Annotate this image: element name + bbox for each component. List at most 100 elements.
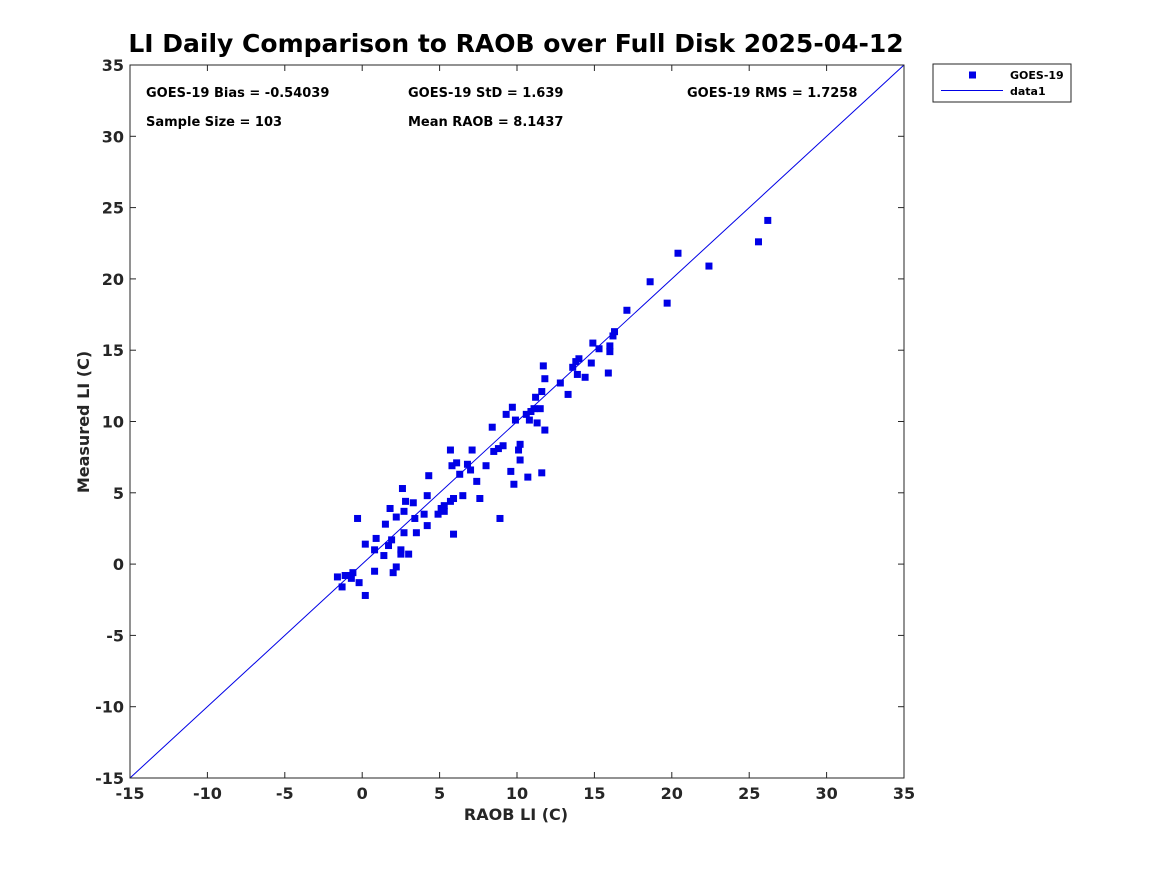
scatter-point (538, 469, 546, 477)
x-tick-label: 20 (661, 784, 683, 803)
scatter-point (347, 574, 355, 582)
y-axis-label: Measured LI (C) (74, 351, 93, 493)
scatter-point (496, 514, 504, 522)
scatter-point (355, 579, 363, 587)
scatter-point (587, 359, 595, 367)
scatter-point (386, 504, 394, 512)
scatter-point (663, 299, 671, 307)
x-tick-label: -10 (193, 784, 222, 803)
scatter-point (450, 530, 458, 538)
legend-marker-goes19 (969, 71, 976, 79)
scatter-point (398, 485, 406, 493)
scatter-point (488, 423, 496, 431)
y-tick-label: 10 (102, 413, 124, 432)
scatter-point (392, 513, 400, 521)
stat-annotation: Sample Size = 103 (146, 115, 282, 130)
scatter-point (516, 456, 524, 464)
scatter-point (371, 546, 379, 554)
scatter-point (400, 507, 408, 515)
scatter-point (381, 520, 389, 528)
x-tick-label: -5 (276, 784, 294, 803)
scatter-point (400, 529, 408, 537)
scatter-point (420, 510, 428, 518)
x-tick-label: 35 (893, 784, 915, 803)
scatter-point (530, 405, 538, 413)
scatter-point (450, 495, 458, 502)
y-tick-label: 5 (113, 484, 124, 503)
scatter-point (541, 426, 549, 434)
y-tick-label: 0 (113, 555, 124, 574)
scatter-point (448, 462, 456, 470)
y-tick-label: 30 (102, 127, 124, 146)
scatter-point (674, 249, 682, 257)
scatter-point (456, 470, 464, 478)
x-tick-label: -15 (116, 784, 145, 803)
scatter-point (604, 369, 612, 377)
scatter-point (646, 278, 654, 286)
scatter-point (575, 355, 583, 363)
scatter-point (354, 514, 362, 522)
x-tick-label: 10 (506, 784, 528, 803)
scatter-point (556, 379, 564, 387)
scatter-point (536, 405, 544, 413)
scatter-point (397, 546, 405, 554)
legend-label-data1: data1 (1010, 85, 1046, 98)
scatter-point (459, 492, 467, 500)
plot-area: GOES-19 Bias = -0.54039 GOES-19 StD = 1.6… (129, 64, 905, 779)
scatter-point (494, 445, 502, 453)
scatter-point (440, 507, 448, 515)
scatter-point (764, 216, 772, 224)
scatter-point (502, 410, 510, 418)
scatter-point (361, 591, 369, 599)
x-tick-label: 15 (583, 784, 605, 803)
scatter-point (405, 550, 413, 558)
scatter-point (467, 466, 475, 474)
y-tick-label: -5 (106, 626, 124, 645)
scatter-point (380, 552, 388, 560)
x-tick-label: 30 (815, 784, 837, 803)
scatter-point (595, 345, 603, 353)
scatter-point (388, 536, 396, 544)
scatter-point (333, 573, 341, 581)
scatter-point (476, 495, 484, 502)
y-tick-label: 25 (102, 199, 124, 218)
legend-box (932, 63, 1072, 103)
scatter-point (434, 510, 442, 518)
scatter-point (372, 534, 380, 542)
y-tick-label: 20 (102, 270, 124, 289)
scatter-point (511, 416, 519, 424)
scatter-point (516, 440, 524, 448)
x-tick-label: 25 (738, 784, 760, 803)
scatter-point (397, 550, 405, 558)
stat-annotation: Mean RAOB = 8.1437 (408, 115, 563, 130)
x-axis-label: RAOB LI (C) (464, 805, 568, 824)
scatter-point (611, 328, 619, 336)
scatter-point (507, 467, 515, 475)
scatter-point (606, 348, 614, 356)
scatter-point (490, 447, 498, 455)
stat-annotation: GOES-19 RMS = 1.7258 (687, 86, 857, 101)
scatter-point (606, 342, 614, 350)
scatter-point (499, 442, 507, 450)
x-tick-label: 5 (434, 784, 445, 803)
scatter-point (425, 472, 433, 480)
scatter-point (440, 502, 448, 510)
scatter-point (473, 477, 481, 485)
scatter-point (754, 238, 762, 246)
scatter-point (463, 460, 471, 468)
scatter-point (532, 393, 540, 401)
scatter-point (541, 375, 549, 383)
stats-layer: GOES-19 Bias = -0.54039 GOES-19 StD = 1.6… (146, 86, 857, 130)
scatter-point (705, 262, 713, 270)
points-layer (333, 216, 772, 599)
scatter-point (538, 388, 546, 396)
x-axis: -15 -10 -5 0 5 10 15 20 25 30 35 (116, 65, 915, 803)
scatter-point (453, 459, 461, 467)
y-tick-label: -10 (95, 698, 124, 717)
stat-annotation: GOES-19 StD = 1.639 (408, 86, 563, 101)
y-tick-label: 15 (102, 341, 124, 360)
scatter-point (482, 462, 490, 470)
scatter-point (423, 492, 431, 500)
scatter-point (385, 542, 393, 550)
